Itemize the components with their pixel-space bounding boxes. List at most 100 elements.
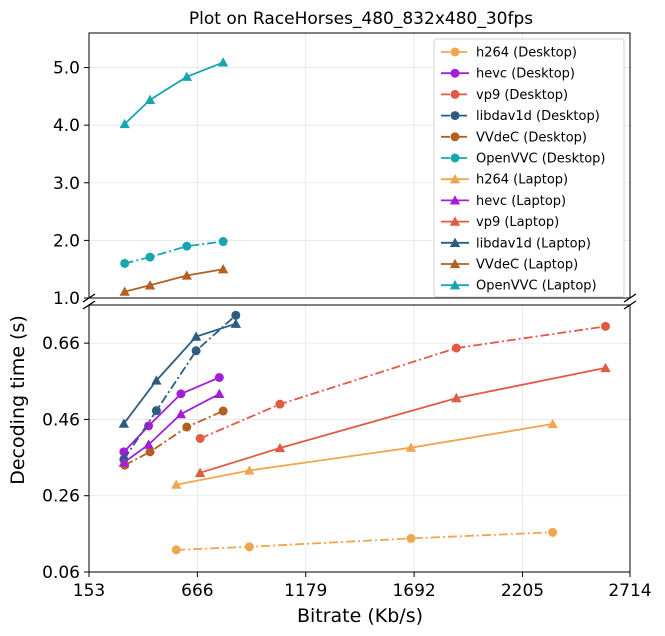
data-point: [144, 280, 156, 290]
data-point: [119, 286, 130, 296]
series-line: [123, 314, 237, 460]
axis-break-marks: [82, 293, 637, 310]
series-hevc-laptop: [118, 388, 225, 467]
chart-title: Plot on RaceHorses_480_832x480_30fps: [189, 9, 533, 29]
data-point: [214, 372, 224, 382]
data-point: [182, 422, 192, 432]
upper-axes-frame: [88, 32, 631, 299]
data-point: [120, 258, 130, 268]
data-point: [171, 479, 182, 489]
axis-break-mark: [623, 300, 637, 310]
data-point: [406, 533, 416, 543]
x-tick-label: 2714: [608, 581, 651, 601]
data-point: [181, 71, 192, 81]
data-point: [145, 447, 155, 457]
legend: h264 (Desktop) hevc (Desktop) vp9 (Desktop…: [433, 38, 625, 298]
legend-item: VVdeC (Laptop): [441, 258, 578, 273]
series-vp9-laptop: [194, 362, 611, 477]
legend-marker: [449, 216, 461, 226]
upper-y-ticks: 1.0 2.0 3.0 4.0 5.0: [53, 59, 89, 309]
lower-y-tick-label: 0.46: [42, 410, 80, 430]
data-point: [190, 331, 202, 341]
lower-series-layer: [118, 310, 611, 555]
upper-y-tick-label: 3.0: [53, 174, 80, 194]
data-point: [119, 118, 130, 129]
upper-series-layer: [119, 57, 229, 296]
data-point: [214, 388, 225, 399]
series-line: [124, 61, 224, 125]
data-point: [191, 346, 201, 356]
legend-items: h264 (Desktop) hevc (Desktop) vp9 (Desktop…: [441, 46, 605, 294]
series-line: [124, 410, 224, 466]
data-point: [194, 467, 206, 477]
series-line: [176, 423, 553, 486]
lower-y-tick-label: 0.06: [42, 563, 80, 583]
data-point: [274, 442, 286, 453]
legend-item: h264 (Laptop): [441, 173, 568, 188]
upper-panel: 1.0 2.0 3.0 4.0 5.0: [53, 32, 631, 309]
data-point: [144, 94, 156, 104]
legend-marker: [450, 89, 460, 99]
legend-box: [433, 38, 625, 298]
legend-marker: [450, 111, 460, 121]
data-point: [144, 421, 154, 431]
axis-break-mark: [82, 293, 96, 303]
data-point: [181, 270, 192, 280]
legend-label: h264 (Desktop): [476, 46, 577, 61]
series-libdav1d-desktop: [119, 310, 241, 464]
lower-y-tick-label: 0.66: [42, 334, 80, 354]
series-line: [124, 268, 224, 293]
lower-panel: 0.06 0.26 0.46 0.66 153 666 1179 1692 2205 2714: [42, 304, 652, 601]
data-point: [119, 447, 129, 457]
legend-item: hevc (Laptop): [441, 194, 566, 209]
data-point: [600, 362, 611, 373]
legend-marker: [449, 237, 461, 247]
legend-marker: [450, 132, 460, 142]
x-axis-label: Bitrate (Kb/s): [297, 605, 423, 627]
data-point: [230, 318, 241, 328]
series-vvdec-laptop: [119, 264, 229, 296]
lower-y-tick-label: 0.26: [42, 487, 80, 507]
data-point: [600, 321, 610, 331]
legend-marker: [449, 195, 461, 205]
series-openvvc-desktop: [120, 237, 228, 268]
data-point: [217, 57, 229, 67]
legend-label: hevc (Laptop): [476, 194, 566, 209]
legend-label: VVdeC (Laptop): [476, 258, 578, 273]
legend-label: hevc (Desktop): [476, 67, 575, 82]
data-point: [217, 264, 229, 274]
y-axis-label: Decoding time (s): [7, 315, 29, 485]
data-point: [143, 439, 154, 449]
series-line: [123, 393, 220, 464]
legend-item: OpenVVC (Laptop): [441, 279, 597, 294]
legend-item: libdav1d (Desktop): [441, 109, 600, 124]
upper-y-tick-label: 1.0: [53, 289, 80, 309]
data-point: [548, 527, 558, 537]
series-h264-laptop: [171, 418, 558, 489]
legend-marker: [450, 68, 460, 78]
x-tick-label: 666: [181, 581, 213, 601]
legend-item: hevc (Desktop): [441, 67, 575, 82]
data-point: [145, 252, 155, 262]
legend-label: vp9 (Desktop): [476, 88, 568, 103]
data-point: [244, 542, 254, 552]
series-line: [199, 367, 606, 474]
x-ticks: 153 666 1179 1692 2205 2714: [73, 572, 652, 601]
data-point: [231, 310, 241, 320]
data-point: [118, 457, 130, 467]
series-line: [176, 531, 553, 551]
legend-item: VVdeC (Desktop): [441, 130, 587, 145]
series-line: [123, 376, 220, 453]
series-h264-desktop: [171, 527, 558, 555]
data-point: [171, 545, 181, 555]
x-tick-label: 1179: [284, 581, 327, 601]
series-line: [199, 325, 606, 440]
data-point: [175, 408, 187, 419]
axis-break-mark: [82, 300, 96, 310]
legend-label: VVdeC (Desktop): [476, 130, 587, 145]
data-point: [151, 375, 162, 385]
legend-label: libdav1d (Laptop): [476, 236, 591, 251]
legend-marker: [449, 280, 461, 290]
legend-item: libdav1d (Laptop): [441, 236, 591, 251]
x-tick-label: 1692: [392, 581, 435, 601]
